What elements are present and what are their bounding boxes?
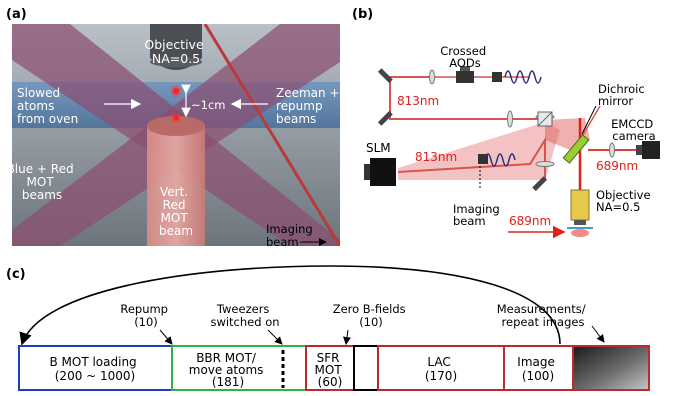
stage-label-image: Image (100) — [517, 355, 558, 383]
stage-lac — [377, 345, 505, 391]
atom-sample-b — [571, 229, 589, 237]
tweezers-annotation: Tweezers switched on — [210, 302, 279, 329]
repump-arrow — [159, 329, 173, 345]
vert-red-label: Vert. Red MOT beam — [159, 185, 193, 238]
stage-label-sfr: SFR MOT (60) — [315, 351, 346, 389]
stage-zero-b — [353, 345, 379, 391]
beam-813-top — [389, 76, 545, 120]
crossed-aods-label: Crossed AODs — [440, 44, 490, 70]
imaging-beam-label-b: Imaging beam — [453, 202, 503, 228]
slm-label: SLM — [366, 141, 391, 155]
optical-setup — [364, 66, 660, 239]
wavelength-813-top: 813nm — [397, 94, 439, 108]
wavelength-689-bottom: 689nm — [509, 214, 551, 228]
vert-red-beam — [147, 125, 205, 246]
atom-cloud-bottom — [173, 115, 179, 121]
sequence-bar — [18, 345, 650, 391]
slm-rf-coil — [484, 153, 516, 167]
wavelength-689-right: 689nm — [596, 159, 638, 173]
atom-cloud-top — [173, 88, 179, 94]
dichroic-label: Dichroic mirror — [598, 82, 648, 108]
beam-813-slm — [397, 136, 546, 180]
tweezers-arrow — [267, 329, 283, 345]
stage-image-thumbnail — [572, 345, 650, 391]
panel-a-scene — [12, 24, 340, 246]
imaging-beam-line-a — [203, 24, 340, 246]
stage-label-bbr: BBR MOT/ move atoms (181) — [189, 351, 268, 389]
imaging-beam-label-a: Imaging beam — [266, 222, 316, 249]
dichroic-mirror — [562, 134, 590, 164]
crossed-aods — [456, 71, 474, 83]
sequence-loop — [19, 265, 561, 346]
panel-a-label: (a) — [6, 7, 27, 22]
zero-b-annotation: Zero B-fields (10) — [333, 302, 410, 329]
scale-label: ~1cm — [191, 98, 225, 112]
panel-b-label: (b) — [352, 7, 373, 22]
stage-label-b-mot: B MOT loading (200 ~ 1000) — [49, 355, 140, 383]
aod-rf-coil — [504, 70, 542, 84]
wavelength-813-mid: 813nm — [415, 150, 457, 164]
slm-device — [370, 158, 396, 186]
zeeman-label: Zeeman + repump beams — [276, 86, 343, 126]
stage-label-lac: LAC (170) — [425, 355, 457, 383]
slowed-atoms-label: Slowed atoms from oven — [17, 86, 78, 126]
measurements-annotation: Measurements/ repeat images — [497, 302, 589, 329]
measurements-arrow — [591, 325, 605, 343]
objective-b — [570, 189, 590, 221]
emccd-label: EMCCD camera — [611, 117, 657, 143]
zero-b-arrow — [343, 329, 351, 345]
panel-c-label: (c) — [6, 267, 26, 282]
blue-red-mot-label: Blue + Red MOT beams — [7, 162, 78, 202]
stage-b-mot-loading — [18, 345, 173, 391]
emccd-camera — [642, 141, 660, 159]
objective-label-b: Objective NA=0.5 — [596, 188, 654, 214]
objective-label-a: Objective NA=0.5 — [144, 37, 207, 66]
repump-annotation: Repump (10) — [120, 302, 171, 329]
